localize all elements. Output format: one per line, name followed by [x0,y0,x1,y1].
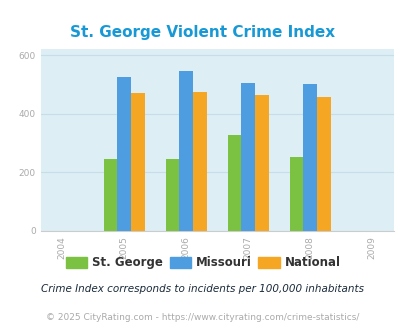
Bar [117,77,131,231]
Text: Crime Index corresponds to incidents per 100,000 inhabitants: Crime Index corresponds to incidents per… [41,284,364,294]
Bar [165,159,179,231]
Bar [131,93,144,231]
Bar [303,84,316,231]
Bar [104,159,117,231]
Bar [316,97,330,231]
Bar [289,157,303,231]
Bar [192,92,206,231]
Bar [227,135,241,231]
Legend: St. George, Missouri, National: St. George, Missouri, National [61,252,344,274]
Text: © 2025 CityRating.com - https://www.cityrating.com/crime-statistics/: © 2025 CityRating.com - https://www.city… [46,313,359,322]
Text: St. George Violent Crime Index: St. George Violent Crime Index [70,25,335,40]
Bar [241,83,254,231]
Bar [179,71,192,231]
Bar [254,95,268,231]
